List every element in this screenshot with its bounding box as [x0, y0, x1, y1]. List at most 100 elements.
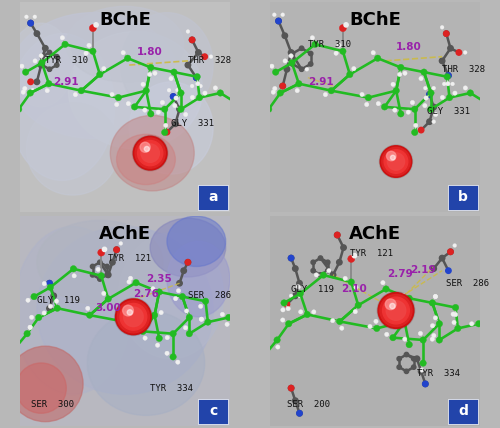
Circle shape: [404, 369, 408, 374]
Circle shape: [126, 101, 130, 106]
Circle shape: [170, 354, 176, 360]
Circle shape: [45, 89, 50, 93]
Circle shape: [260, 111, 265, 115]
Circle shape: [143, 87, 150, 94]
Circle shape: [234, 125, 238, 129]
Circle shape: [246, 363, 250, 367]
Circle shape: [498, 355, 500, 362]
Circle shape: [128, 276, 132, 280]
Circle shape: [177, 107, 182, 112]
Circle shape: [105, 273, 110, 277]
Circle shape: [286, 343, 290, 348]
Circle shape: [47, 280, 52, 286]
Circle shape: [185, 62, 190, 68]
Circle shape: [286, 306, 290, 311]
Circle shape: [177, 280, 182, 286]
Circle shape: [179, 294, 186, 300]
Circle shape: [393, 87, 400, 94]
Circle shape: [225, 322, 229, 327]
Circle shape: [274, 337, 280, 343]
Circle shape: [132, 136, 168, 171]
Circle shape: [119, 241, 122, 245]
Circle shape: [292, 266, 298, 271]
Circle shape: [42, 45, 48, 51]
Circle shape: [288, 59, 295, 66]
FancyBboxPatch shape: [20, 216, 230, 426]
Circle shape: [242, 340, 247, 345]
Circle shape: [33, 59, 37, 63]
Circle shape: [398, 72, 402, 77]
Circle shape: [213, 86, 218, 90]
Circle shape: [283, 59, 287, 63]
Ellipse shape: [37, 227, 213, 395]
Circle shape: [486, 110, 490, 113]
Circle shape: [271, 90, 276, 94]
Circle shape: [289, 294, 293, 298]
Circle shape: [190, 84, 194, 88]
Circle shape: [304, 311, 310, 318]
Circle shape: [476, 321, 482, 327]
Circle shape: [400, 293, 405, 297]
Circle shape: [383, 286, 389, 292]
Circle shape: [454, 312, 458, 317]
Text: GLY  119: GLY 119: [37, 295, 80, 305]
Circle shape: [380, 294, 412, 327]
Circle shape: [286, 335, 292, 342]
Circle shape: [414, 356, 420, 362]
Circle shape: [422, 104, 427, 108]
Circle shape: [463, 86, 468, 90]
Circle shape: [114, 102, 119, 107]
Circle shape: [244, 353, 248, 357]
Circle shape: [311, 268, 316, 273]
Text: AChE: AChE: [99, 225, 151, 243]
Circle shape: [162, 106, 168, 113]
Circle shape: [310, 36, 314, 40]
Text: SER  200: SER 200: [287, 400, 330, 410]
Circle shape: [297, 291, 304, 297]
Circle shape: [239, 378, 246, 385]
Circle shape: [288, 50, 294, 55]
Circle shape: [337, 43, 341, 48]
Circle shape: [236, 115, 242, 122]
Circle shape: [298, 310, 303, 314]
Circle shape: [312, 41, 318, 48]
Circle shape: [176, 88, 180, 92]
Circle shape: [115, 95, 121, 101]
Circle shape: [382, 104, 388, 110]
Circle shape: [398, 64, 404, 71]
Circle shape: [209, 55, 213, 59]
Circle shape: [196, 50, 201, 55]
Circle shape: [3, 352, 7, 357]
Circle shape: [406, 110, 410, 114]
Circle shape: [116, 299, 151, 335]
Circle shape: [428, 90, 434, 96]
Circle shape: [244, 346, 250, 353]
Circle shape: [267, 319, 274, 325]
Circle shape: [42, 311, 46, 315]
Circle shape: [38, 59, 45, 66]
Circle shape: [220, 312, 224, 317]
Circle shape: [172, 104, 177, 108]
Circle shape: [308, 62, 313, 66]
Circle shape: [446, 73, 451, 78]
Circle shape: [340, 326, 344, 330]
Circle shape: [494, 132, 498, 137]
Circle shape: [226, 314, 232, 321]
Circle shape: [156, 335, 162, 342]
Circle shape: [484, 125, 488, 129]
Circle shape: [406, 313, 410, 318]
Circle shape: [16, 106, 22, 113]
Circle shape: [164, 129, 170, 135]
Ellipse shape: [26, 103, 118, 195]
FancyBboxPatch shape: [198, 398, 228, 424]
Circle shape: [152, 312, 158, 318]
Circle shape: [424, 96, 428, 100]
Circle shape: [288, 385, 294, 391]
Circle shape: [376, 101, 380, 106]
Circle shape: [386, 301, 406, 320]
Circle shape: [212, 143, 218, 149]
Circle shape: [48, 67, 52, 71]
Ellipse shape: [121, 12, 213, 118]
FancyBboxPatch shape: [270, 2, 480, 212]
Circle shape: [5, 128, 10, 132]
